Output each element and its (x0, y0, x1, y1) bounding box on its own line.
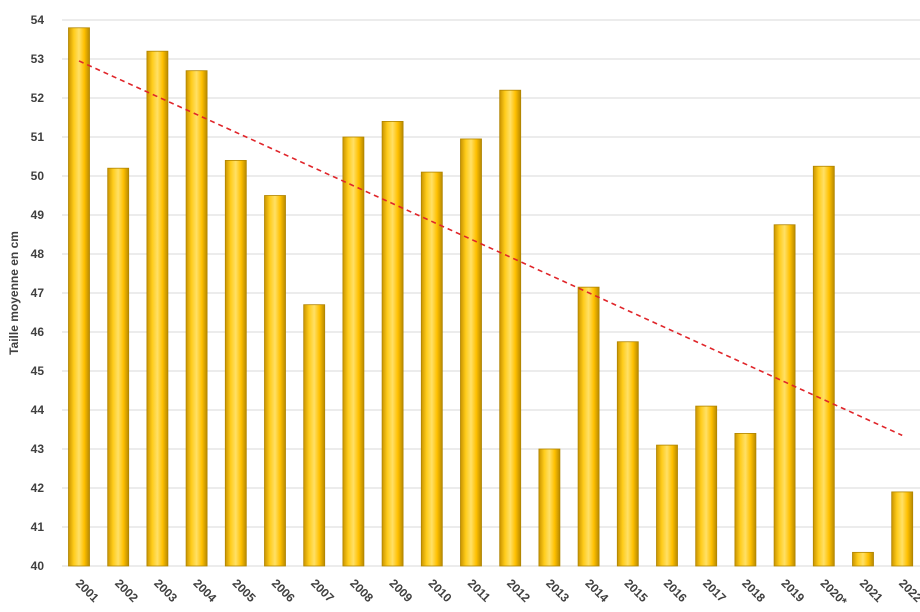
x-tick-label: 2008 (347, 576, 376, 605)
y-tick-label: 45 (31, 364, 45, 378)
y-axis-ticks: 40 41 42 43 44 45 46 47 48 49 50 51 52 53 54 (31, 13, 45, 573)
y-tick-label: 44 (31, 403, 45, 417)
x-tick-label: 2004 (190, 576, 219, 605)
y-tick-label: 50 (31, 169, 45, 183)
y-tick-label: 41 (31, 520, 45, 534)
y-tick-label: 52 (31, 91, 45, 105)
x-axis-ticks: 2001 2002 2003 2004 2005 2006 2007 2008 2009 2010… (73, 576, 920, 608)
x-tick-label: 2010 (426, 576, 455, 605)
bar-2019 (773, 224, 796, 567)
x-tick-label: 2020* (818, 576, 850, 608)
bar-2008 (342, 136, 365, 567)
bar-2007 (303, 304, 326, 567)
x-tick-label: 2018 (739, 576, 768, 605)
y-tick-label: 46 (31, 325, 45, 339)
bar-2020 (812, 165, 835, 567)
bar-2013 (538, 448, 561, 567)
x-tick-label: 2017 (700, 576, 729, 605)
bar-2009 (381, 121, 404, 567)
x-tick-label: 2019 (778, 576, 807, 605)
y-tick-label: 51 (31, 130, 45, 144)
bar-2011 (460, 138, 482, 567)
bar-2014 (577, 286, 600, 567)
y-axis-label: Taille moyenne en cm (7, 231, 21, 355)
x-tick-label: 2007 (308, 576, 337, 605)
bar-2003 (146, 50, 169, 567)
bar-2002 (107, 167, 130, 567)
x-tick-label: 2022 (896, 576, 920, 605)
bar-2022 (891, 491, 914, 567)
y-tick-label: 43 (31, 442, 45, 456)
bar-2015 (616, 341, 639, 567)
trend-line (78, 60, 903, 437)
y-tick-label: 48 (31, 247, 45, 261)
x-tick-label: 2015 (622, 576, 651, 605)
y-tick-label: 49 (31, 208, 45, 222)
x-tick-label: 2003 (151, 576, 180, 605)
x-tick-label: 2012 (504, 576, 533, 605)
bar-2005 (224, 159, 247, 567)
x-tick-label: 2016 (661, 576, 690, 605)
y-tick-label: 54 (31, 13, 45, 27)
y-tick-label: 53 (31, 52, 45, 66)
x-tick-label: 2013 (543, 576, 572, 605)
x-tick-label: 2001 (73, 576, 102, 605)
x-tick-label: 2021 (857, 576, 886, 605)
bar-2017 (695, 405, 718, 567)
x-tick-label: 2005 (230, 576, 259, 605)
x-tick-label: 2009 (386, 576, 415, 605)
x-tick-label: 2011 (465, 576, 494, 605)
bar-2006 (264, 195, 286, 567)
bar-2012 (499, 89, 522, 567)
y-tick-label: 40 (31, 559, 45, 573)
bar-2001 (68, 27, 90, 567)
bar-2010 (420, 171, 443, 567)
bar-2016 (656, 444, 678, 567)
y-tick-label: 47 (31, 286, 45, 300)
x-tick-label: 2014 (582, 576, 611, 605)
bar-2004 (185, 70, 208, 567)
bar-2021 (852, 551, 874, 567)
bar-2018 (734, 432, 757, 567)
x-tick-label: 2006 (269, 576, 298, 605)
y-tick-label: 42 (31, 481, 45, 495)
bars (68, 27, 914, 567)
x-tick-label: 2002 (112, 576, 141, 605)
